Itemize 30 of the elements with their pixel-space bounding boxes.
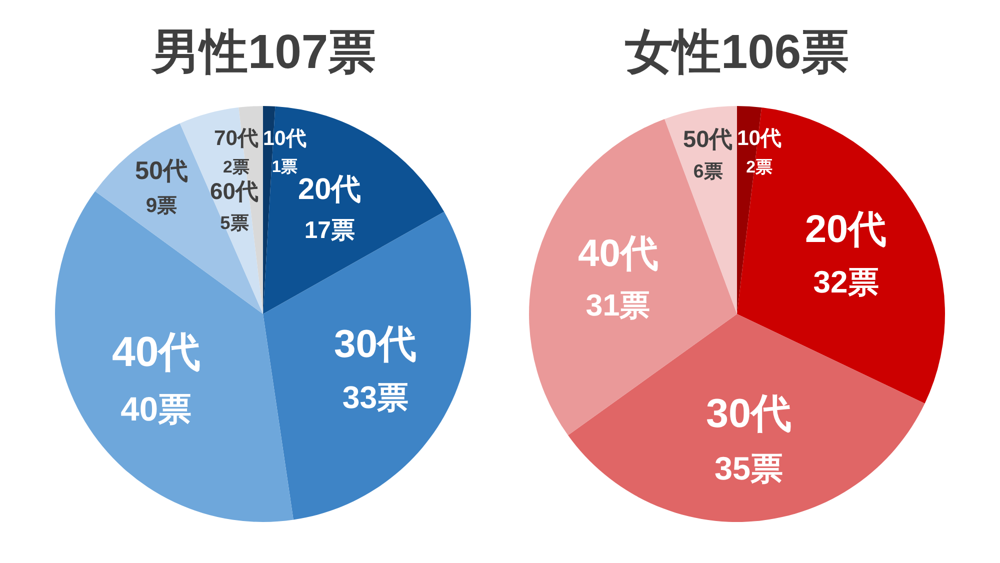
chart-title: 男性107票: [150, 26, 376, 79]
slice-label: 20代: [805, 208, 888, 251]
data-label: 40票: [120, 392, 192, 429]
slice-label: 50代: [683, 126, 734, 152]
pie-slice: [263, 212, 471, 520]
data-label: 2票: [223, 158, 250, 177]
slice-label: 30代: [706, 390, 792, 436]
data-label: 2票: [746, 158, 772, 177]
slice-label: 20代: [298, 173, 362, 206]
slice-label: 40代: [578, 232, 658, 275]
data-label: 32票: [813, 264, 879, 300]
data-label: 33票: [342, 380, 408, 415]
pie-slice: [664, 106, 737, 314]
pie-slice: [263, 106, 444, 314]
data-label: 6票: [693, 160, 723, 182]
slice-label: 40代: [112, 328, 201, 375]
slice-label: 10代: [263, 127, 307, 150]
data-label: 31票: [586, 288, 651, 323]
data-label: 5票: [220, 212, 248, 233]
data-label: 17票: [304, 216, 355, 244]
slice-label: 50代: [135, 157, 188, 185]
slice-label: 30代: [334, 323, 417, 366]
data-label: 35票: [714, 450, 783, 487]
slice-label: 70代: [214, 127, 259, 150]
data-label: 9票: [146, 194, 178, 217]
chart-title: 女性106票: [625, 26, 850, 79]
data-label: 1票: [272, 158, 298, 176]
pie-slice: [95, 123, 263, 314]
slice-label: 60代: [210, 178, 258, 204]
slice-label: 10代: [737, 127, 782, 150]
